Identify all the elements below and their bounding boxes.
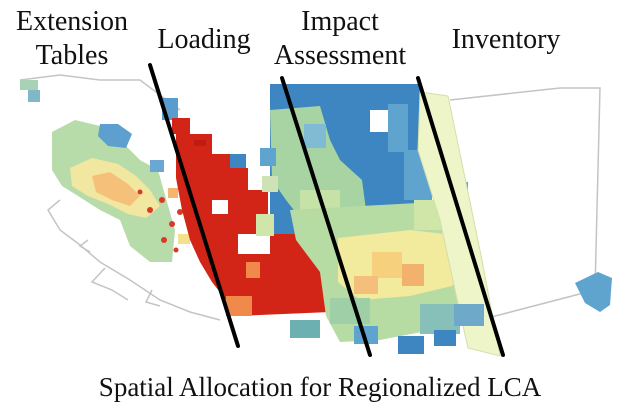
diagram-caption: Spatial Allocation for Regionalized LCA — [99, 372, 542, 402]
label-impact-assessment-line2: Assessment — [274, 40, 406, 71]
inventory-border-cell — [454, 304, 484, 326]
impact-assessment-map — [256, 84, 478, 354]
extension-tables-map — [52, 120, 190, 262]
label-impact-assessment: Impact — [301, 6, 379, 37]
section-labels: Extension Tables Loading Impact Assessme… — [16, 6, 560, 71]
map-island — [575, 272, 612, 312]
label-loading: Loading — [157, 24, 250, 55]
separator-lines — [148, 63, 505, 357]
separator-extension-loading — [148, 63, 240, 348]
label-extension-tables-line2: Tables — [36, 40, 109, 71]
map-left-fragment — [20, 80, 40, 102]
label-extension-tables: Extension — [16, 6, 128, 37]
inventory-region — [417, 91, 501, 357]
separator-impact-inventory — [416, 76, 505, 357]
label-inventory: Inventory — [452, 24, 561, 55]
separator-loading-impact — [280, 76, 372, 357]
